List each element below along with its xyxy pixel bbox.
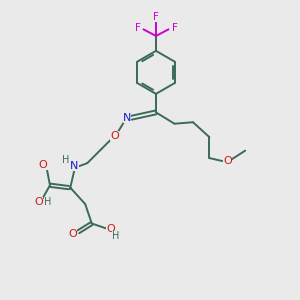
- Text: H: H: [62, 154, 69, 165]
- Text: H: H: [112, 231, 119, 241]
- Text: F: F: [134, 23, 140, 33]
- Text: O: O: [106, 224, 115, 234]
- Text: N: N: [70, 161, 79, 171]
- Text: O: O: [223, 156, 232, 166]
- Text: O: O: [68, 229, 77, 239]
- Text: N: N: [123, 113, 131, 123]
- Text: O: O: [34, 197, 43, 207]
- Text: F: F: [153, 12, 159, 22]
- Text: H: H: [44, 197, 52, 207]
- Text: O: O: [39, 160, 47, 170]
- Text: O: O: [110, 131, 119, 141]
- Text: F: F: [172, 23, 177, 33]
